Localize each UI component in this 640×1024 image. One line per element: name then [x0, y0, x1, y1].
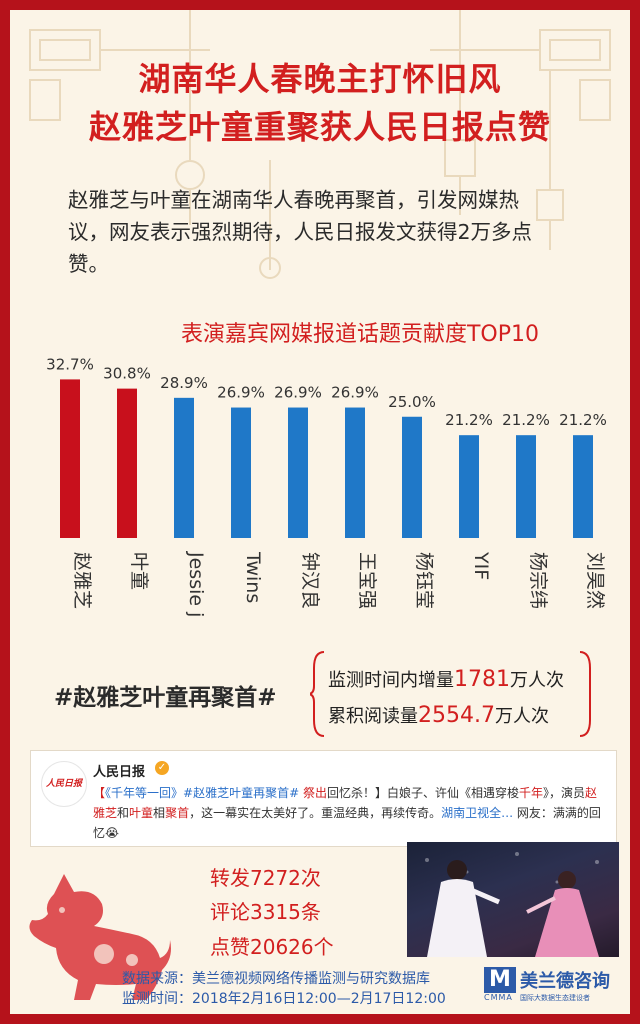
stage-photo [407, 842, 619, 957]
post-text-fragment: ，这一幕实在太美好了。重温经典，再续传奇。 [189, 806, 442, 820]
post-text-fragment: 千年 [519, 786, 544, 800]
bar-6 [345, 407, 365, 538]
data-source: 数据来源：美兰德视频网络传播监测与研究数据库 [122, 971, 430, 987]
category-label: Twins [242, 551, 264, 603]
cumulative-label: 累积阅读量 [328, 706, 418, 727]
stats-brace [310, 651, 591, 737]
increment-stat: 监测时间内增量1781万人次 [328, 666, 564, 692]
bar-8 [459, 435, 479, 538]
bar-chart: 32.7% 赵雅芝 30.8% 叶童 28.9% Jessie j 26.9% Twins 26… [46, 355, 607, 617]
brand-name: 美兰德咨询 [520, 971, 610, 992]
bar-value-label: 21.2% [559, 411, 607, 429]
bar-value-label: 28.9% [160, 374, 208, 392]
cumulative-unit: 万人次 [494, 706, 549, 727]
bar-value-label: 32.7% [46, 355, 94, 373]
post-text-fragment: 祭出 [299, 786, 327, 800]
headline-line-1: 湖南华人春晚主打怀旧风 [138, 60, 502, 98]
category-label: 王宝强 [356, 552, 378, 609]
hashtag: #赵雅芝叶童再聚首# [54, 685, 277, 711]
post-text-fragment: 赵雅芝 [93, 786, 598, 820]
bar-5 [288, 407, 308, 538]
category-label: 钟汉良 [299, 552, 321, 609]
bar-7 [402, 416, 422, 538]
category-label: YIF [470, 551, 492, 580]
bar-4 [231, 407, 251, 538]
people-daily-logo: 人民日报 [41, 761, 87, 807]
bar-value-label: 21.2% [502, 411, 550, 429]
verified-badge-icon: ✓ [155, 761, 169, 775]
weibo-post-card: 人民日报 人民日报 ✓ 【《千年等一回》#赵雅芝叶童再聚首# 祭出回忆杀！】白娘… [30, 750, 617, 847]
weibo-account-name[interactable]: 人民日报 [93, 765, 146, 780]
bar-value-label: 30.8% [103, 365, 151, 383]
bar-value-label: 21.2% [445, 411, 493, 429]
weibo-post-text: 【《千年等一回》#赵雅芝叶童再聚首# 祭出回忆杀！】白娘子、许仙《相遇穿梭千年》… [93, 783, 608, 843]
monitoring-period: 监测时间：2018年2月16日12:00—2月17日12:00 [122, 991, 446, 1007]
post-text-fragment: 》，演员 [543, 786, 586, 800]
cumulative-value: 2554.7 [418, 703, 495, 728]
post-text-fragment: 回忆杀！】白娘子、许仙《相遇穿梭 [326, 786, 519, 800]
bar-value-label: 25.0% [388, 393, 436, 411]
bar-value-label: 26.9% [217, 384, 265, 402]
cmma-logo-sub: CMMA [484, 993, 513, 1002]
comment-count: 评论3315条 [210, 900, 321, 924]
topic-stats: 监测时间内增量1781万人次 累积阅读量2554.7万人次 [310, 648, 600, 740]
bar-1 [60, 379, 80, 538]
category-label: 叶童 [128, 552, 150, 590]
post-text-fragment: 网友：满满的回忆😭 [93, 806, 601, 840]
headline-line-2: 赵雅芝叶童重聚获人民日报点赞 [88, 108, 551, 146]
brand-tagline: 国际大数据生态建设者 [520, 994, 590, 1002]
bar-9 [516, 435, 536, 538]
like-count: 点赞20626个 [210, 935, 334, 959]
increment-label: 监测时间内增量 [328, 670, 454, 691]
repost-count: 转发7272次 [210, 866, 321, 890]
post-hashtag-link[interactable]: #赵雅芝叶童再聚首# [183, 786, 300, 800]
post-text-fragment: 相 [153, 806, 166, 820]
intro-paragraph: 赵雅芝与叶童在湖南华人春晚再聚首，引发网媒热议，网友表示强烈期待，人民日报发文获… [68, 188, 533, 276]
category-label: 刘昊然 [584, 552, 606, 609]
category-label: 杨宗纬 [527, 552, 549, 609]
bar-2 [117, 388, 137, 538]
increment-value: 1781 [454, 667, 510, 692]
bar-value-label: 26.9% [274, 384, 322, 402]
bar-value-label: 26.9% [331, 384, 379, 402]
stage-photo-illustration [425, 852, 599, 957]
post-video-link[interactable]: 湖南卫视全… [441, 806, 514, 820]
post-text-fragment: 聚首 [165, 806, 190, 820]
cmma-logo-mark: M [484, 967, 516, 993]
cumulative-stat: 累积阅读量2554.7万人次 [328, 702, 549, 728]
bar-3 [174, 397, 194, 538]
bar-10 [573, 435, 593, 538]
chart-title: 表演嘉宾网媒报道话题贡献度TOP10 [180, 322, 540, 347]
post-bracket-open: 【 [93, 786, 106, 800]
post-text-fragment: 叶童 [129, 806, 154, 820]
dog-papercut-icon [29, 874, 171, 1000]
category-label: 赵雅芝 [71, 552, 93, 609]
category-label: Jessie j [185, 551, 207, 617]
post-text-fragment: 和 [117, 806, 130, 820]
post-topic-link[interactable]: 《千年等一回》 [105, 786, 184, 800]
increment-unit: 万人次 [510, 670, 564, 691]
cmma-logo: M CMMA 美兰德咨询 国际大数据生态建设者 [476, 965, 626, 1005]
category-label: 杨钰莹 [413, 552, 435, 609]
